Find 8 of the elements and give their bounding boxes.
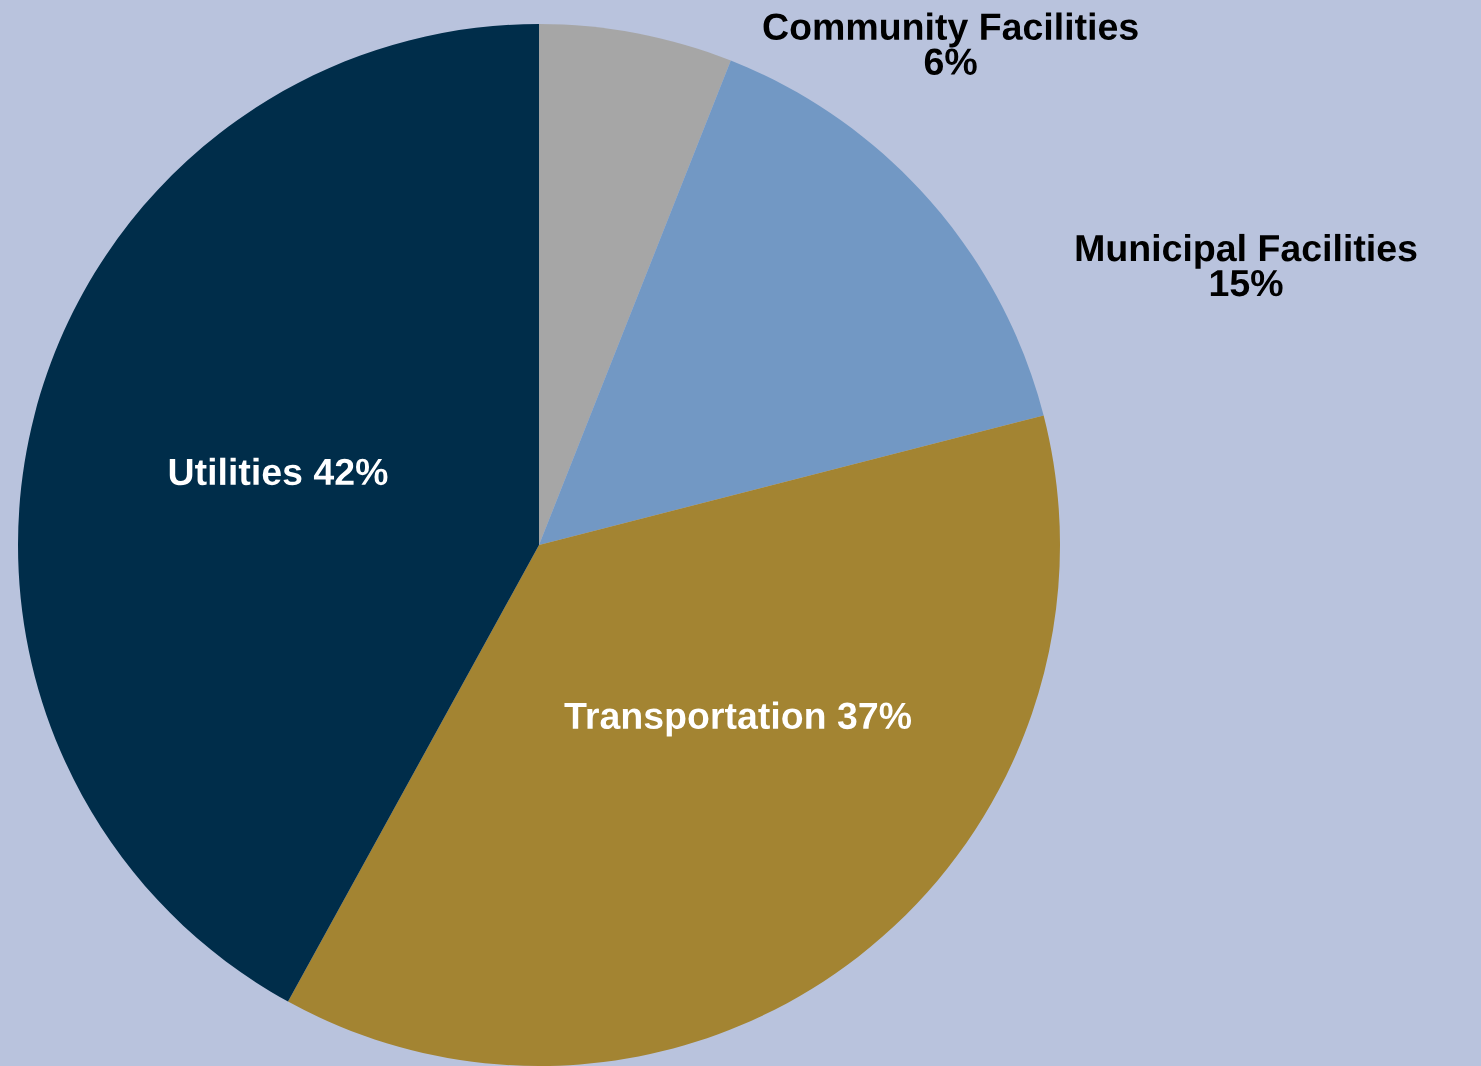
slice-label: Municipal Facilities [1076,233,1417,269]
slice-label: Utilities 42% [169,457,388,486]
data-label: 15% [1210,269,1283,297]
data-label: 6% [924,48,977,75]
pie-slice [18,23,540,1002]
slice-label: Transportation 37% [564,701,912,737]
slice-label: Community Facilities [763,12,1138,48]
pie-slice [539,23,731,545]
